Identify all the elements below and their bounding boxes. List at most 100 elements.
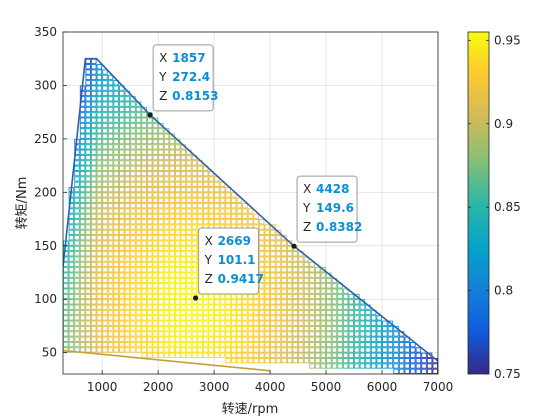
heatmap-cell bbox=[191, 176, 198, 182]
heatmap-cell bbox=[421, 368, 427, 374]
heatmap-cell bbox=[124, 272, 131, 278]
heatmap-cell bbox=[202, 197, 209, 203]
heatmap-cell bbox=[404, 347, 410, 353]
heatmap-cell bbox=[135, 336, 142, 342]
heatmap-cell bbox=[197, 165, 203, 171]
heatmap-cell bbox=[186, 208, 192, 214]
heatmap-cell bbox=[180, 309, 187, 316]
heatmap-cell bbox=[124, 117, 131, 123]
heatmap-cell bbox=[158, 341, 164, 348]
heatmap-cell bbox=[225, 213, 231, 219]
heatmap-cell bbox=[236, 341, 243, 348]
heatmap-cell bbox=[174, 181, 181, 187]
heatmap-cell bbox=[147, 277, 153, 284]
heatmap-cell bbox=[124, 277, 131, 284]
heatmap-cell bbox=[242, 336, 248, 342]
heatmap-cell bbox=[169, 154, 175, 161]
heatmap-cell bbox=[426, 368, 433, 374]
heatmap-cell bbox=[214, 331, 220, 337]
heatmap-cell bbox=[292, 336, 299, 342]
heatmap-cell bbox=[102, 90, 108, 97]
heatmap-cell bbox=[91, 261, 97, 268]
heatmap-cell bbox=[107, 133, 114, 139]
heatmap-cell bbox=[197, 203, 203, 209]
heatmap-cell bbox=[348, 299, 354, 305]
heatmap-cell bbox=[124, 106, 131, 113]
heatmap-cell bbox=[202, 325, 209, 332]
heatmap-cell bbox=[281, 235, 287, 241]
heatmap-cell bbox=[152, 213, 159, 219]
heatmap-cell bbox=[264, 347, 271, 353]
heatmap-cell bbox=[314, 277, 321, 284]
heatmap-cell bbox=[124, 304, 131, 310]
heatmap-cell bbox=[119, 336, 125, 342]
heatmap-cell bbox=[91, 170, 97, 177]
heatmap-cell bbox=[119, 117, 125, 123]
heatmap-cell bbox=[119, 251, 125, 257]
heatmap-cell bbox=[180, 277, 187, 284]
heatmap-cell bbox=[158, 229, 164, 236]
heatmap-cell bbox=[152, 187, 159, 193]
heatmap-cell bbox=[258, 325, 265, 332]
heatmap-cell bbox=[202, 336, 209, 342]
heatmap-cell bbox=[415, 363, 422, 369]
heatmap-cell bbox=[191, 283, 198, 289]
heatmap-cell bbox=[107, 336, 114, 342]
heatmap-cell bbox=[79, 304, 86, 310]
heatmap-cell bbox=[354, 299, 360, 305]
plot-frame bbox=[62, 31, 439, 375]
heatmap-cell bbox=[163, 299, 170, 305]
heatmap-cell bbox=[174, 165, 181, 171]
heatmap-cell bbox=[102, 203, 108, 209]
heatmap-cell bbox=[124, 251, 131, 257]
heatmap-cell bbox=[124, 267, 131, 273]
heatmap-cell bbox=[74, 213, 80, 219]
heatmap-cell bbox=[197, 352, 203, 358]
heatmap-cell bbox=[326, 352, 332, 358]
heatmap-cell bbox=[286, 341, 293, 348]
heatmap-cell bbox=[242, 203, 248, 209]
heatmap-cell bbox=[135, 235, 142, 241]
heatmap-cell bbox=[113, 309, 119, 316]
heatmap-cell bbox=[135, 176, 142, 182]
heatmap-cell bbox=[342, 315, 349, 321]
heatmap-cell bbox=[292, 293, 299, 300]
heatmap-cell bbox=[236, 208, 243, 214]
heatmap-cell bbox=[180, 192, 187, 198]
heatmap-cell bbox=[74, 320, 80, 326]
heatmap-cell bbox=[63, 336, 69, 342]
heatmap-cell bbox=[124, 165, 131, 171]
heatmap-cell bbox=[197, 325, 203, 332]
heatmap-cell bbox=[79, 331, 86, 337]
heatmap-cell bbox=[79, 203, 86, 209]
heatmap-cell bbox=[152, 235, 159, 241]
heatmap-cell bbox=[180, 315, 187, 321]
heatmap-cell bbox=[102, 336, 108, 342]
heatmap-cell bbox=[152, 122, 159, 129]
heatmap-cell bbox=[102, 74, 108, 81]
heatmap-cell bbox=[91, 112, 97, 118]
heatmap-cell bbox=[130, 325, 136, 332]
heatmap-cell bbox=[96, 69, 103, 75]
heatmap-cell bbox=[85, 256, 91, 262]
heatmap-cell bbox=[264, 293, 271, 300]
heatmap-cell bbox=[113, 85, 119, 91]
heatmap-cell bbox=[186, 261, 192, 268]
heatmap-cell bbox=[107, 277, 114, 284]
heatmap-cell bbox=[63, 304, 69, 310]
heatmap-cell bbox=[147, 347, 153, 353]
heatmap-cell bbox=[113, 106, 119, 113]
heatmap-cell bbox=[219, 331, 226, 337]
heatmap-cell bbox=[135, 181, 142, 187]
heatmap-cell bbox=[314, 363, 321, 369]
heatmap-cell bbox=[197, 219, 203, 225]
colorbar-tick-label: 0.8 bbox=[494, 284, 513, 298]
heatmap-cell bbox=[124, 331, 131, 337]
heatmap-cell bbox=[85, 261, 91, 268]
heatmap-cell bbox=[130, 154, 136, 161]
heatmap-cell bbox=[326, 277, 332, 284]
heatmap-cell bbox=[91, 325, 97, 332]
heatmap-cell bbox=[214, 309, 220, 316]
heatmap-cell bbox=[74, 277, 80, 284]
heatmap-cell bbox=[119, 256, 125, 262]
